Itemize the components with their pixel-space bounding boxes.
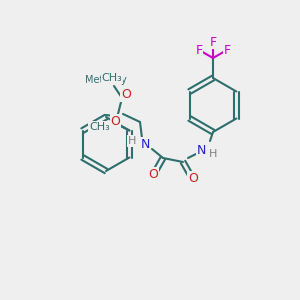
Text: O: O bbox=[121, 88, 131, 100]
Text: O: O bbox=[121, 88, 131, 101]
Text: O: O bbox=[148, 167, 158, 181]
Text: CH₃: CH₃ bbox=[89, 122, 110, 131]
Text: O: O bbox=[188, 172, 198, 184]
Text: F: F bbox=[209, 35, 217, 49]
Text: F: F bbox=[195, 44, 203, 56]
Text: F: F bbox=[224, 44, 231, 56]
Text: N: N bbox=[140, 137, 150, 151]
Text: H: H bbox=[128, 136, 136, 146]
Text: H: H bbox=[209, 149, 217, 159]
Text: Methoxy: Methoxy bbox=[85, 75, 127, 85]
Text: N: N bbox=[196, 143, 206, 157]
Text: CH₃: CH₃ bbox=[102, 73, 122, 83]
Text: O: O bbox=[110, 115, 120, 128]
